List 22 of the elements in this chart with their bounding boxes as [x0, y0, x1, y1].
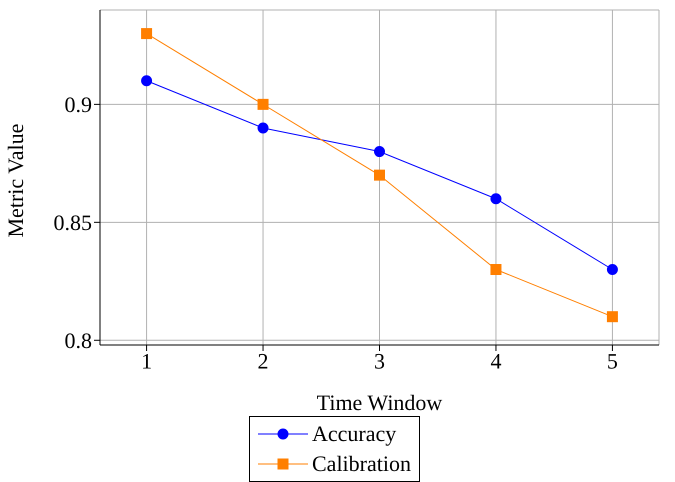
x-axis-title: Time Window [316, 390, 442, 415]
x-tick-label: 1 [141, 348, 152, 374]
y-tick-label: 0.8 [64, 328, 92, 354]
point [258, 98, 269, 110]
point [490, 264, 502, 276]
point [374, 146, 385, 158]
legend-label: Accuracy [312, 421, 396, 447]
point [606, 264, 618, 276]
y-tick-label: 0.85 [54, 210, 92, 236]
point [141, 75, 152, 86]
point [490, 193, 502, 204]
y-tick-label: 0.9 [64, 92, 92, 118]
x-tick-label: 2 [258, 348, 269, 374]
y-axis-title: Metric Value [2, 124, 28, 238]
point [141, 28, 152, 40]
point [606, 311, 618, 322]
point [374, 170, 385, 181]
x-tick-label: 5 [606, 348, 618, 374]
point [258, 122, 269, 134]
x-tick-label: 3 [374, 348, 385, 374]
legend-label: Calibration [312, 451, 411, 477]
x-tick-label: 4 [490, 348, 502, 374]
